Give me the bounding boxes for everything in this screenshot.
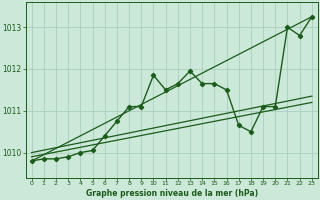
X-axis label: Graphe pression niveau de la mer (hPa): Graphe pression niveau de la mer (hPa): [86, 189, 258, 198]
